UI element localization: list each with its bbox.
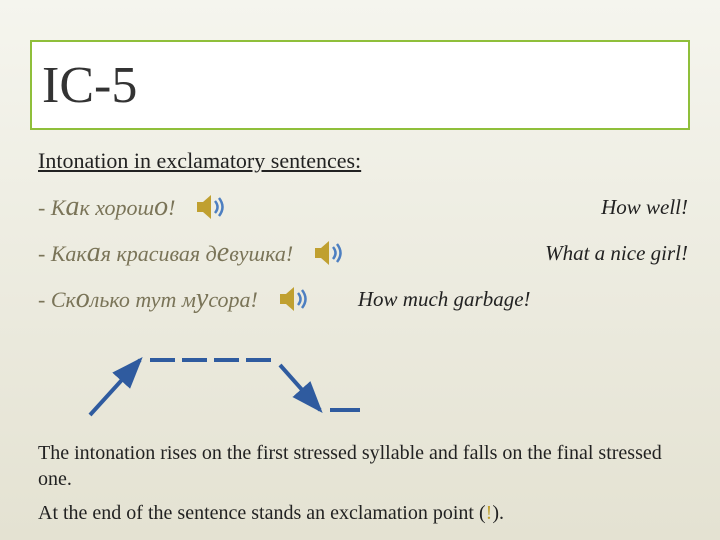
content-area: Intonation in exclamatory sentences: - К…	[38, 148, 688, 326]
english-text-2: What a nice girl!	[545, 241, 688, 266]
example-row-3: - Сколько тут мусора! How much garbage!	[38, 280, 688, 318]
footer-text: The intonation rises on the first stress…	[38, 440, 688, 534]
title-box: IC-5	[30, 40, 690, 130]
english-text-1: How well!	[601, 195, 688, 220]
speaker-icon[interactable]	[195, 193, 227, 221]
russian-text-1: - Как хорошо!	[38, 191, 175, 223]
english-text-3: How much garbage!	[358, 287, 531, 312]
subtitle: Intonation in exclamatory sentences:	[38, 148, 688, 174]
example-row-2: - Какая красивая девушка! What a nice gi…	[38, 234, 688, 272]
intonation-diagram	[80, 350, 380, 420]
russian-text-2: - Какая красивая девушка!	[38, 237, 293, 269]
footer-line-1: The intonation rises on the first stress…	[38, 440, 688, 492]
speaker-icon[interactable]	[278, 285, 310, 313]
page-title: IC-5	[42, 56, 137, 115]
example-row-1: - Как хорошо! How well!	[38, 188, 688, 226]
speaker-icon[interactable]	[313, 239, 345, 267]
footer-line-2: At the end of the sentence stands an exc…	[38, 500, 688, 526]
russian-text-3: - Сколько тут мусора!	[38, 283, 258, 315]
